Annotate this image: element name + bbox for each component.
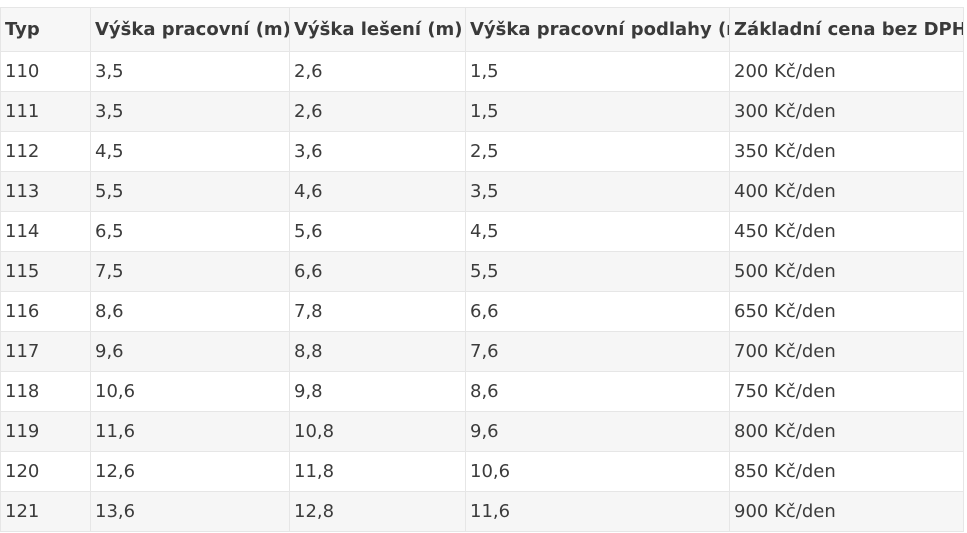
cell-platform-height: 8,6: [465, 371, 730, 412]
cell-platform-height: 5,5: [465, 251, 730, 292]
header-cell-type: Typ: [0, 7, 91, 52]
cell-scaffold-height: 3,6: [289, 131, 466, 172]
cell-scaffold-height: 2,6: [289, 91, 466, 132]
cell-platform-height: 10,6: [465, 451, 730, 492]
cell-base-price: 400 Kč/den: [729, 171, 964, 212]
cell-base-price: 800 Kč/den: [729, 411, 964, 452]
cell-base-price: 200 Kč/den: [729, 51, 964, 92]
cell-scaffold-height: 2,6: [289, 51, 466, 92]
rental-price-table: Typ Výška pracovní (m) Výška lešení (m) …: [0, 7, 964, 532]
cell-base-price: 900 Kč/den: [729, 491, 964, 532]
cell-type: 112: [0, 131, 91, 172]
cell-working-height: 4,5: [90, 131, 290, 172]
cell-platform-height: 4,5: [465, 211, 730, 252]
cell-base-price: 700 Kč/den: [729, 331, 964, 372]
table-row: 118 10,6 9,8 8,6 750 Kč/den: [0, 371, 964, 412]
table-row: 120 12,6 11,8 10,6 850 Kč/den: [0, 451, 964, 492]
cell-scaffold-height: 5,6: [289, 211, 466, 252]
cell-working-height: 5,5: [90, 171, 290, 212]
cell-base-price: 300 Kč/den: [729, 91, 964, 132]
header-cell-scaffold-height: Výška lešení (m): [289, 7, 466, 52]
cell-type: 120: [0, 451, 91, 492]
cell-base-price: 450 Kč/den: [729, 211, 964, 252]
header-cell-working-height: Výška pracovní (m): [90, 7, 290, 52]
cell-base-price: 350 Kč/den: [729, 131, 964, 172]
table-row: 114 6,5 5,6 4,5 450 Kč/den: [0, 211, 964, 252]
cell-platform-height: 6,6: [465, 291, 730, 332]
cell-scaffold-height: 12,8: [289, 491, 466, 532]
cell-type: 115: [0, 251, 91, 292]
cell-type: 116: [0, 291, 91, 332]
cell-platform-height: 11,6: [465, 491, 730, 532]
cell-platform-height: 3,5: [465, 171, 730, 212]
table-row: 115 7,5 6,6 5,5 500 Kč/den: [0, 251, 964, 292]
cell-base-price: 650 Kč/den: [729, 291, 964, 332]
cell-type: 110: [0, 51, 91, 92]
cell-platform-height: 1,5: [465, 51, 730, 92]
table-row: 116 8,6 7,8 6,6 650 Kč/den: [0, 291, 964, 332]
cell-scaffold-height: 11,8: [289, 451, 466, 492]
cell-working-height: 12,6: [90, 451, 290, 492]
cell-type: 118: [0, 371, 91, 412]
cell-base-price: 750 Kč/den: [729, 371, 964, 412]
cell-scaffold-height: 7,8: [289, 291, 466, 332]
cell-working-height: 10,6: [90, 371, 290, 412]
cell-working-height: 6,5: [90, 211, 290, 252]
header-cell-base-price: Základní cena bez DPH: [729, 7, 964, 52]
cell-scaffold-height: 10,8: [289, 411, 466, 452]
cell-scaffold-height: 8,8: [289, 331, 466, 372]
cell-type: 113: [0, 171, 91, 212]
cell-platform-height: 7,6: [465, 331, 730, 372]
table-row: 110 3,5 2,6 1,5 200 Kč/den: [0, 51, 964, 92]
table-row: 119 11,6 10,8 9,6 800 Kč/den: [0, 411, 964, 452]
table-header: Typ Výška pracovní (m) Výška lešení (m) …: [0, 7, 964, 52]
cell-working-height: 9,6: [90, 331, 290, 372]
cell-working-height: 8,6: [90, 291, 290, 332]
cell-scaffold-height: 6,6: [289, 251, 466, 292]
header-cell-platform-height: Výška pracovní podlahy (m): [465, 7, 730, 52]
cell-type: 119: [0, 411, 91, 452]
cell-scaffold-height: 9,8: [289, 371, 466, 412]
cell-platform-height: 9,6: [465, 411, 730, 452]
cell-working-height: 3,5: [90, 91, 290, 132]
cell-type: 111: [0, 91, 91, 132]
cell-working-height: 13,6: [90, 491, 290, 532]
cell-platform-height: 1,5: [465, 91, 730, 132]
cell-type: 117: [0, 331, 91, 372]
header-row: Typ Výška pracovní (m) Výška lešení (m) …: [0, 7, 964, 52]
cell-working-height: 7,5: [90, 251, 290, 292]
cell-type: 121: [0, 491, 91, 532]
table-row: 113 5,5 4,6 3,5 400 Kč/den: [0, 171, 964, 212]
cell-base-price: 500 Kč/den: [729, 251, 964, 292]
cell-working-height: 3,5: [90, 51, 290, 92]
cell-platform-height: 2,5: [465, 131, 730, 172]
cell-base-price: 850 Kč/den: [729, 451, 964, 492]
table-row: 121 13,6 12,8 11,6 900 Kč/den: [0, 491, 964, 532]
table-body: 110 3,5 2,6 1,5 200 Kč/den 111 3,5 2,6 1,5 300 Kč…: [0, 51, 964, 532]
table-row: 117 9,6 8,8 7,6 700 Kč/den: [0, 331, 964, 372]
cell-working-height: 11,6: [90, 411, 290, 452]
cell-type: 114: [0, 211, 91, 252]
cell-scaffold-height: 4,6: [289, 171, 466, 212]
table-row: 111 3,5 2,6 1,5 300 Kč/den: [0, 91, 964, 132]
table-row: 112 4,5 3,6 2,5 350 Kč/den: [0, 131, 964, 172]
